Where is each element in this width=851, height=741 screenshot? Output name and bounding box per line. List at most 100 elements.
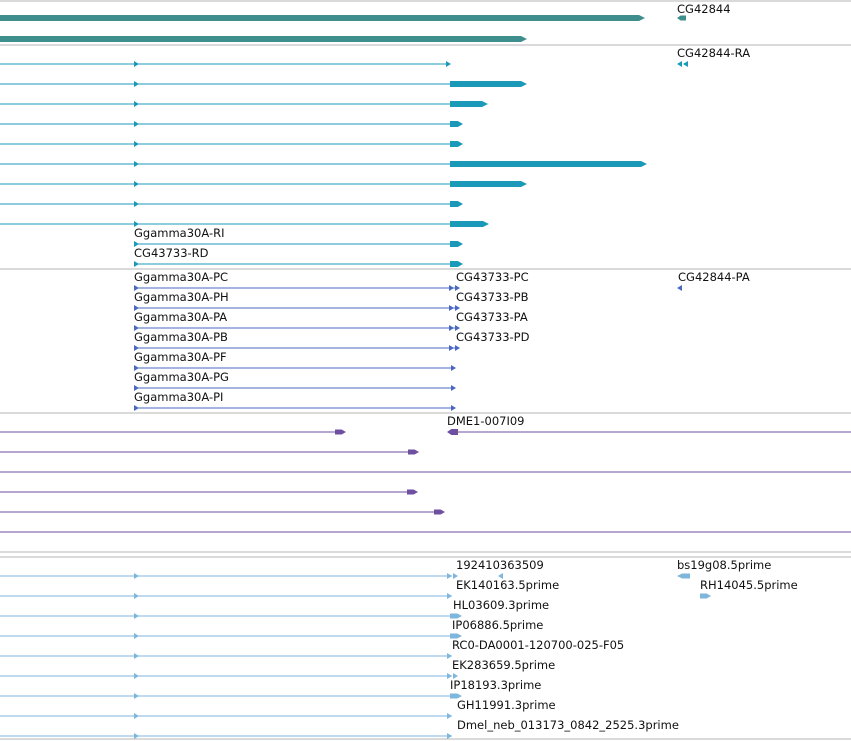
est-label[interactable]: IP18193.3prime — [450, 678, 541, 692]
strand-arrow-icon — [134, 405, 139, 411]
exon-block — [450, 633, 462, 639]
exon-block — [677, 573, 690, 579]
exon-block — [447, 429, 458, 435]
est-label[interactable]: bs19g08.5prime — [677, 558, 771, 572]
strand-arrow-icon — [455, 345, 460, 351]
strand-arrow-icon — [449, 345, 454, 351]
strand-arrow-icon — [677, 285, 682, 291]
strand-arrow-icon — [447, 733, 452, 739]
strand-arrow-icon — [498, 573, 503, 579]
cds-label[interactable]: Ggamma30A-PC — [134, 270, 228, 284]
est-label[interactable]: RC0-DA0001-120700-025-F05 — [452, 638, 624, 652]
est-label[interactable]: RH14045.5prime — [700, 578, 798, 592]
strand-arrow-icon — [134, 573, 139, 579]
strand-arrow-icon — [134, 305, 139, 311]
cdna-label[interactable]: DME1-007I09 — [447, 414, 525, 428]
strand-arrow-icon — [134, 121, 139, 127]
exon-block — [450, 201, 463, 207]
strand-arrow-icon — [453, 573, 458, 579]
strand-arrow-icon — [134, 693, 139, 699]
exon-block — [407, 489, 418, 495]
cds-label[interactable]: Ggamma30A-PI — [134, 390, 223, 404]
exon-block — [700, 593, 711, 599]
transcript-label[interactable]: CG42844-RA — [677, 46, 750, 60]
est-label[interactable]: IP06886.5prime — [452, 618, 543, 632]
cds-label[interactable]: Ggamma30A-PA — [134, 310, 227, 324]
strand-arrow-icon — [134, 181, 139, 187]
strand-arrow-icon — [451, 365, 456, 371]
strand-arrow-icon — [449, 285, 454, 291]
exon-block — [335, 429, 346, 435]
strand-arrow-icon — [453, 673, 458, 679]
exon-block — [0, 36, 527, 42]
strand-arrow-icon — [134, 81, 139, 87]
strand-arrow-icon — [451, 405, 456, 411]
strand-arrow-icon — [134, 593, 139, 599]
exon-block — [450, 141, 463, 147]
exon-block — [450, 693, 462, 699]
strand-arrow-icon — [683, 61, 688, 67]
strand-arrow-icon — [455, 285, 460, 291]
cds-label[interactable]: Ggamma30A-PB — [134, 330, 228, 344]
strand-arrow-icon — [134, 733, 139, 739]
cds-label[interactable]: Ggamma30A-PH — [134, 290, 229, 304]
exon-block — [450, 161, 647, 167]
transcript-label[interactable]: Ggamma30A-RI — [134, 226, 225, 240]
transcript-label[interactable]: CG43733-RD — [134, 246, 209, 260]
cds-label[interactable]: CG43733-PA — [456, 310, 528, 324]
exon-block — [450, 101, 488, 107]
cds-label[interactable]: CG43733-PC — [456, 270, 529, 284]
est-label[interactable]: EK283659.5prime — [452, 658, 555, 672]
strand-arrow-icon — [134, 385, 139, 391]
exon-block — [450, 613, 462, 619]
exon-block — [450, 221, 489, 227]
strand-arrow-icon — [455, 305, 460, 311]
strand-arrow-icon — [134, 613, 139, 619]
cds-label[interactable]: Ggamma30A-PG — [134, 370, 229, 384]
strand-arrow-icon — [134, 633, 139, 639]
exon-block — [0, 15, 645, 21]
strand-arrow-icon — [134, 61, 139, 67]
cds-label[interactable]: CG42844-PA — [678, 270, 750, 284]
strand-arrow-icon — [134, 345, 139, 351]
strand-arrow-icon — [134, 673, 139, 679]
gene-label[interactable]: CG42844 — [677, 2, 731, 16]
cds-label[interactable]: Ggamma30A-PF — [134, 350, 227, 364]
est-label[interactable]: 192410363509 — [456, 558, 544, 572]
exon-block — [408, 449, 419, 455]
strand-arrow-icon — [455, 325, 460, 331]
strand-arrow-icon — [134, 101, 139, 107]
strand-arrow-icon — [451, 385, 456, 391]
strand-arrow-icon — [134, 261, 139, 267]
strand-arrow-icon — [134, 221, 139, 227]
strand-arrow-icon — [134, 285, 139, 291]
strand-arrow-icon — [677, 61, 682, 67]
strand-arrow-icon — [449, 325, 454, 331]
exon-block — [677, 15, 686, 21]
cds-label[interactable]: CG43733-PD — [456, 330, 530, 344]
strand-arrow-icon — [134, 141, 139, 147]
exon-block — [450, 241, 463, 247]
strand-arrow-icon — [447, 713, 452, 719]
strand-arrow-icon — [134, 241, 139, 247]
exon-block — [450, 121, 463, 127]
est-label[interactable]: EK140163.5prime — [456, 578, 559, 592]
exon-block — [434, 509, 445, 515]
strand-arrow-icon — [446, 61, 451, 67]
strand-arrow-icon — [134, 653, 139, 659]
est-label[interactable]: Dmel_neb_013173_0842_2525.3prime — [457, 718, 679, 732]
strand-arrow-icon — [134, 201, 139, 207]
est-label[interactable]: HL03609.3prime — [453, 598, 549, 612]
strand-arrow-icon — [134, 325, 139, 331]
strand-arrow-icon — [447, 673, 452, 679]
exon-block — [450, 181, 527, 187]
cds-label[interactable]: CG43733-PB — [456, 290, 529, 304]
strand-arrow-icon — [134, 713, 139, 719]
strand-arrow-icon — [134, 161, 139, 167]
strand-arrow-icon — [447, 573, 452, 579]
est-label[interactable]: GH11991.3prime — [457, 698, 556, 712]
exon-block — [450, 261, 463, 267]
strand-arrow-icon — [447, 593, 452, 599]
